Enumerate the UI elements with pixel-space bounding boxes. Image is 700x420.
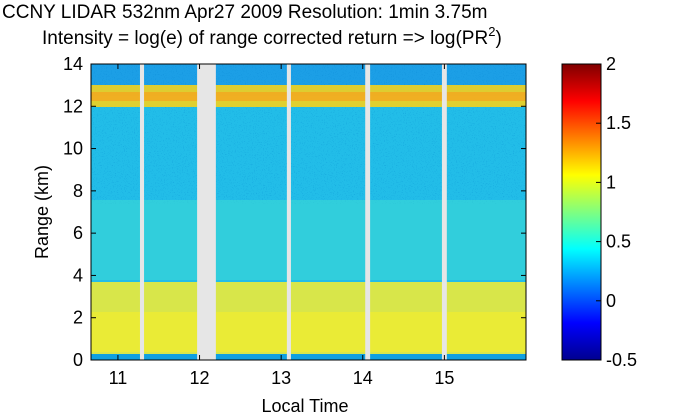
colorbar-ticks: -0.5 0 0.5 1 1.5 2 xyxy=(596,54,637,370)
heatmap-layer xyxy=(91,64,526,360)
colorbar-tick-label: 1 xyxy=(606,172,616,192)
x-tick-label: 14 xyxy=(353,368,373,388)
y-tick-label: 8 xyxy=(73,181,83,201)
y-tick-label: 12 xyxy=(63,96,83,116)
data-gap-3 xyxy=(286,64,291,360)
mid-layer xyxy=(91,200,526,280)
x-axis: 11 12 13 14 15 xyxy=(109,64,454,388)
x-tick-label: 15 xyxy=(434,368,454,388)
y-tick-label: 4 xyxy=(73,265,83,285)
data-gap-4 xyxy=(365,64,371,360)
boundary-layer-bright xyxy=(91,312,526,352)
x-tick-label: 11 xyxy=(109,368,128,388)
data-gap-5 xyxy=(441,64,447,360)
y-tick-label: 0 xyxy=(73,350,83,370)
subtitle-main: Intensity = log(e) of range corrected re… xyxy=(42,28,488,49)
y-axis: 0 2 4 6 8 10 12 14 xyxy=(63,54,526,370)
y-tick-label: 6 xyxy=(73,223,83,243)
colorbar-tick-label: 1.5 xyxy=(606,113,631,133)
plot-frame xyxy=(90,63,527,361)
data-gap-2 xyxy=(197,64,216,360)
colorbar: -0.5 0 0.5 1 1.5 2 xyxy=(561,54,637,370)
y-axis-label: Range (km) xyxy=(32,165,52,259)
colorbar-gradient xyxy=(562,64,601,360)
chart-subtitle: Intensity = log(e) of range corrected re… xyxy=(42,24,502,49)
colorbar-tick-label: 0.5 xyxy=(606,232,631,252)
cirrus-core xyxy=(91,92,526,101)
subtitle-close: ) xyxy=(495,28,501,49)
colorbar-tick-label: 0 xyxy=(606,291,616,311)
x-tick-label: 13 xyxy=(271,368,291,388)
data-gap-1 xyxy=(139,64,145,360)
y-tick-label: 2 xyxy=(73,308,83,328)
colorbar-tick-label: -0.5 xyxy=(606,350,637,370)
x-tick-label: 12 xyxy=(190,368,210,388)
subtitle-superscript: 2 xyxy=(488,24,495,39)
y-tick-label: 10 xyxy=(63,139,83,159)
colorbar-frame xyxy=(561,63,602,361)
ground-strip xyxy=(91,354,526,360)
colorbar-tick-label: 2 xyxy=(606,54,616,74)
chart-title: CCNY LIDAR 532nm Apr27 2009 Resolution: … xyxy=(2,2,487,23)
data-gaps xyxy=(139,64,447,360)
y-tick-label: 14 xyxy=(63,54,83,74)
x-axis-label: Local Time xyxy=(261,396,348,416)
